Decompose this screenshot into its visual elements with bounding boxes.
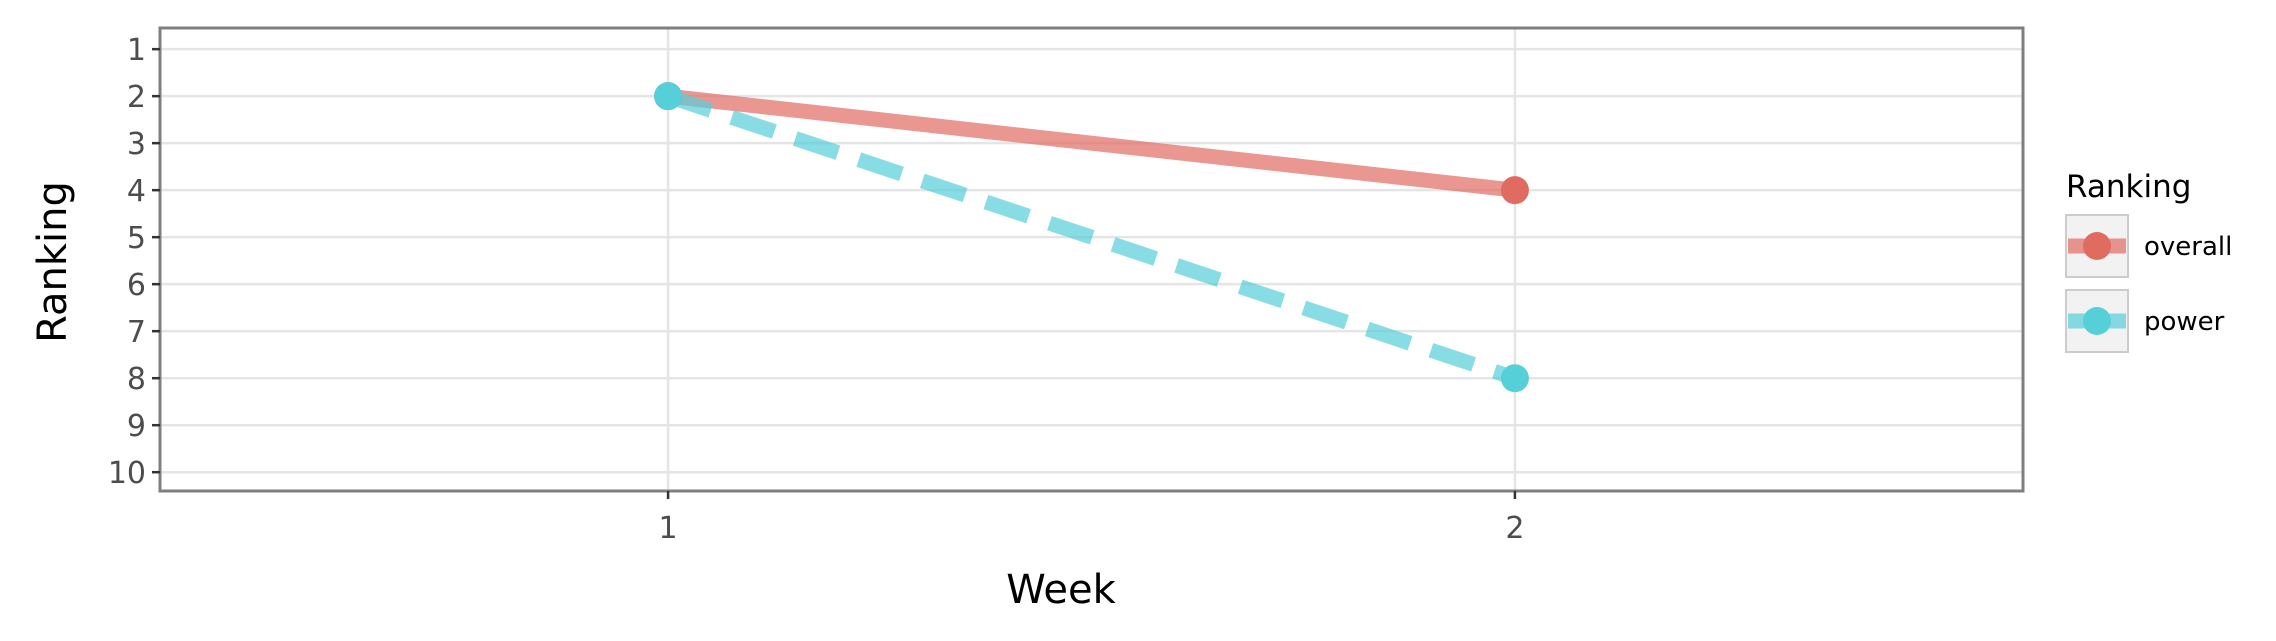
y-tick-label: 4 [127, 174, 146, 209]
y-tick-label: 3 [127, 127, 146, 162]
y-axis-ticks: 1 2 3 4 5 6 7 8 9 10 [108, 33, 160, 491]
legend-key-point [2083, 307, 2111, 335]
legend: Ranking overall power [2065, 169, 2232, 353]
series-layer [654, 82, 1529, 393]
x-tick-label: 1 [659, 511, 678, 546]
x-tick-label: 2 [1505, 511, 1524, 546]
legend-key-point [2083, 232, 2111, 260]
y-tick-label: 9 [127, 409, 146, 444]
y-tick-label: 1 [127, 33, 146, 68]
series-power-points [654, 82, 1529, 393]
legend-title: Ranking [2066, 169, 2191, 205]
legend-label: power [2144, 307, 2225, 337]
y-tick-label: 10 [108, 456, 146, 491]
data-point [1500, 364, 1529, 393]
series-line [665, 89, 1518, 386]
legend-item-overall: overall [2065, 214, 2232, 278]
y-tick-label: 5 [127, 221, 146, 256]
y-tick-label: 6 [127, 268, 146, 303]
plot-panel-border [158, 26, 2025, 493]
y-tick-label: 7 [127, 315, 146, 350]
data-point [654, 82, 683, 111]
legend-label: overall [2144, 232, 2232, 262]
y-tick-label: 2 [127, 80, 146, 115]
grid-lines [160, 28, 2023, 491]
series-power-line [665, 89, 1518, 386]
x-axis-title: Week [1006, 567, 1116, 613]
series-line [667, 88, 1516, 198]
series-overall-line [667, 88, 1516, 198]
legend-item-power: power [2065, 289, 2225, 353]
data-point [1500, 176, 1529, 205]
y-tick-label: 8 [127, 362, 146, 397]
y-axis-title: Ranking [30, 181, 76, 343]
